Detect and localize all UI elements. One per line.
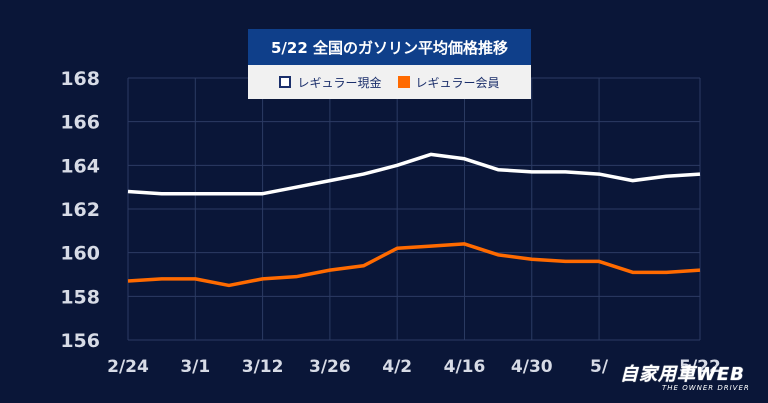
x-tick-label: 4/30 xyxy=(511,357,553,377)
y-tick-label: 156 xyxy=(60,330,100,352)
y-axis: 156 158 160 162 164 166 168 xyxy=(60,68,100,352)
legend-label-member: レギュラー会員 xyxy=(415,75,500,90)
x-tick-label: 3/12 xyxy=(242,357,284,377)
legend-swatch-cash xyxy=(279,76,292,88)
series-lines xyxy=(127,152,701,288)
x-tick-label: 5/ xyxy=(590,357,609,377)
y-tick-label: 168 xyxy=(60,68,100,90)
chart-title: 5/22 全国のガソリン平均価格推移 xyxy=(248,29,531,65)
y-tick-label: 158 xyxy=(60,286,100,308)
y-tick-label: 162 xyxy=(60,199,100,221)
x-tick-label: 4/2 xyxy=(382,357,412,377)
x-tick-label: 3/1 xyxy=(180,357,210,377)
logo: 自家用車WEB THE OWNER DRIVER xyxy=(620,360,758,398)
x-tick-label: 5/22 xyxy=(679,357,721,377)
series-line-cash xyxy=(127,152,701,196)
y-tick-label: 160 xyxy=(60,243,100,265)
legend-label-cash: レギュラー現金 xyxy=(297,75,382,90)
legend-item-cash: レギュラー現金 xyxy=(279,74,382,91)
logo-sub-text: THE OWNER DRIVER xyxy=(662,384,750,392)
y-tick-label: 164 xyxy=(60,155,100,177)
legend-item-member: レギュラー会員 xyxy=(397,74,500,91)
chart-title-text: 5/22 全国のガソリン平均価格推移 xyxy=(270,38,508,57)
chart-legend: レギュラー現金 レギュラー会員 xyxy=(248,65,531,99)
logo-main-text: 自家用車WEB xyxy=(620,364,745,385)
chart-grid xyxy=(127,77,701,341)
legend-swatch-member xyxy=(397,76,410,88)
y-tick-label: 166 xyxy=(60,112,100,134)
x-axis: 2/24 3/1 3/12 3/26 4/2 4/16 4/30 5/5/22 xyxy=(107,357,721,377)
x-tick-label: 2/24 xyxy=(107,357,149,377)
series-line-member xyxy=(127,242,701,288)
x-tick-label: 3/26 xyxy=(309,357,351,377)
x-tick-label: 4/16 xyxy=(444,357,486,377)
